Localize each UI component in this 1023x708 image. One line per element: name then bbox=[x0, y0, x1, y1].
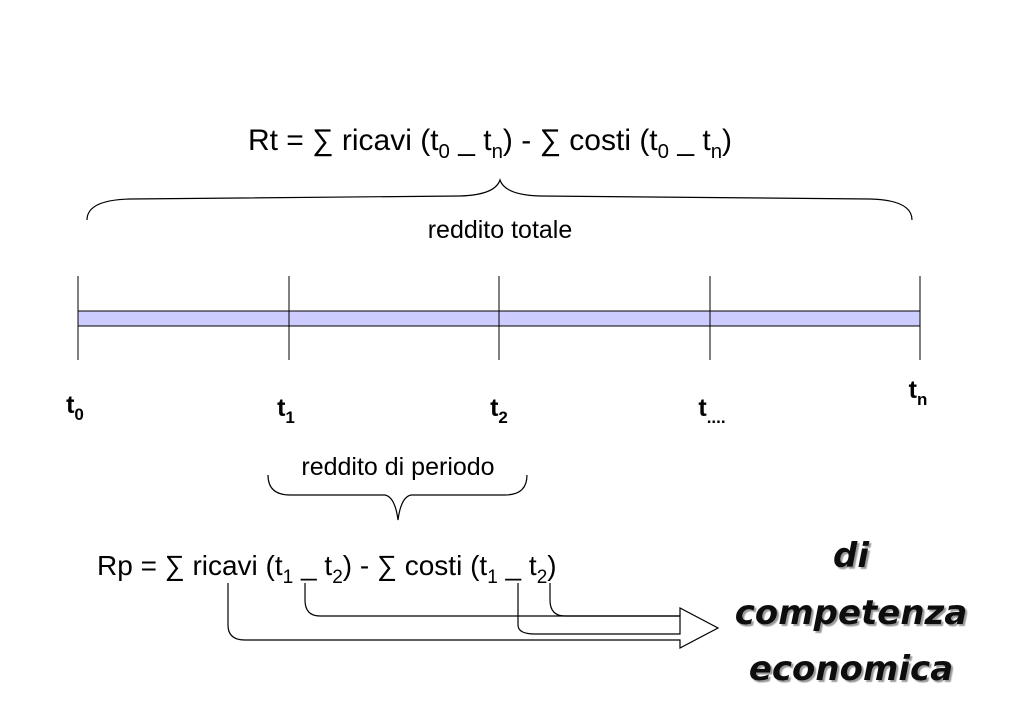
time-labels: t0 t1 t2 t....tn bbox=[66, 376, 927, 427]
formula-part: ) bbox=[547, 550, 556, 581]
timeline-ticks bbox=[77, 276, 921, 360]
time-label-base: t bbox=[698, 394, 707, 422]
formula-part: _ t bbox=[450, 124, 492, 157]
time-label-base: t bbox=[277, 394, 286, 422]
time-label-base: t bbox=[909, 376, 918, 404]
time-label-base: t bbox=[66, 391, 75, 419]
formula-sub: 2 bbox=[332, 567, 343, 588]
time-label-sub: 2 bbox=[498, 408, 507, 427]
time-label-sub: .... bbox=[707, 408, 726, 427]
formula-sub: n bbox=[492, 141, 503, 163]
time-label: t2 bbox=[490, 394, 508, 427]
side-line: competenza bbox=[735, 593, 968, 633]
formula-sub: n bbox=[711, 141, 722, 163]
formula-part: ) - ∑ costi (t bbox=[503, 124, 658, 157]
formula-sub: 0 bbox=[439, 141, 450, 163]
top-brace bbox=[86, 178, 913, 221]
formula-part: Rp = ∑ ricavi (t bbox=[97, 550, 283, 581]
formula-sub: 0 bbox=[658, 141, 669, 163]
top-label: reddito totale bbox=[428, 216, 573, 244]
formula-part: _ t bbox=[293, 550, 332, 581]
formula-part: ) - ∑ costi (t bbox=[343, 550, 488, 581]
period-label: reddito di periodo bbox=[301, 453, 494, 481]
time-label-sub: n bbox=[917, 390, 927, 409]
formula-sub: 1 bbox=[487, 567, 498, 588]
formula-sub: 2 bbox=[537, 567, 548, 588]
arrows bbox=[227, 583, 720, 649]
time-label: t0 bbox=[66, 391, 84, 424]
time-label-base: t bbox=[490, 394, 499, 422]
formula-part: ) bbox=[722, 124, 732, 157]
time-label-sub: 0 bbox=[74, 405, 83, 424]
formula-part: _ t bbox=[669, 124, 711, 157]
top-formula: Rt = ∑ ricavi (t0 _ tn) - ∑ costi (t0 _ … bbox=[248, 124, 732, 163]
formula-sub: 1 bbox=[283, 567, 294, 588]
time-label: tn bbox=[909, 376, 928, 409]
formula-part: _ t bbox=[498, 550, 537, 581]
formula-part: Rt = ∑ ricavi (t bbox=[248, 124, 439, 157]
time-label-sub: 1 bbox=[285, 408, 294, 427]
period-brace bbox=[267, 474, 528, 521]
side-line: economica bbox=[749, 649, 953, 689]
time-label: t1 bbox=[277, 394, 295, 427]
side-text: di competenza economica bbox=[735, 536, 968, 689]
side-line: di bbox=[833, 536, 870, 576]
bottom-formula: Rp = ∑ ricavi (t1 _ t2) - ∑ costi (t1 _ … bbox=[97, 550, 557, 588]
time-label: t.... bbox=[698, 394, 725, 427]
